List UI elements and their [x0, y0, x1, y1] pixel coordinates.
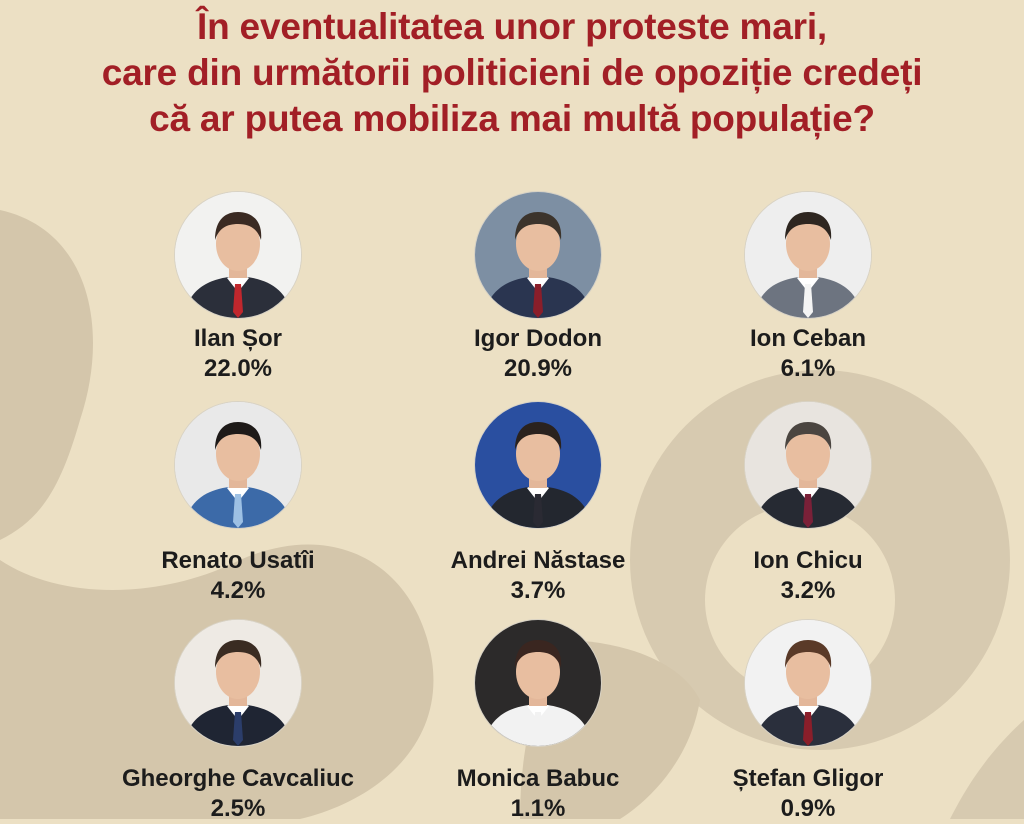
politician-card: Gheorghe Cavcaliuc 2.5% — [108, 620, 368, 824]
politician-name: Gheorghe Cavcaliuc — [121, 765, 355, 792]
politician-name: Ion Chicu — [753, 547, 863, 574]
politician-percent: 22.0% — [203, 355, 273, 382]
politician-card: Ion Ceban 6.1% — [678, 192, 938, 384]
politician-card: Ion Chicu 3.2% — [678, 402, 938, 606]
politician-card: Ilan Șor 22.0% — [108, 192, 368, 384]
page-title: În eventualitatea unor proteste mari, ca… — [0, 4, 1024, 142]
politician-percent: 4.2% — [210, 577, 266, 604]
portrait-photo — [745, 402, 871, 528]
portrait-photo — [175, 192, 301, 318]
politician-name: Renato Usatîi — [161, 547, 315, 574]
politician-percent: 0.9% — [780, 795, 836, 822]
politician-percent: 2.5% — [210, 795, 266, 822]
politician-percent: 6.1% — [780, 355, 836, 382]
portrait-photo — [745, 192, 871, 318]
portrait-photo — [475, 192, 601, 318]
portrait-photo — [175, 402, 301, 528]
politician-percent: 1.1% — [510, 795, 566, 822]
politician-percent: 20.9% — [503, 355, 573, 382]
politician-name: Monica Babuc — [456, 765, 620, 792]
politician-name: Igor Dodon — [474, 325, 602, 352]
portrait-photo — [175, 620, 301, 746]
portrait-photo — [475, 402, 601, 528]
politician-card: Monica Babuc 1.1% — [408, 620, 668, 824]
politician-name: Ion Ceban — [749, 325, 866, 352]
politician-card: Renato Usatîi 4.2% — [108, 402, 368, 606]
portrait-photo — [475, 620, 601, 746]
politician-name: Ilan Șor — [193, 325, 283, 352]
politician-card: Igor Dodon 20.9% — [408, 192, 668, 384]
politician-name: Ștefan Gligor — [732, 765, 884, 792]
politician-card: Andrei Năstase 3.7% — [408, 402, 668, 606]
title-line-1: În eventualitatea unor proteste mari, — [197, 6, 827, 47]
politician-name: Andrei Năstase — [450, 547, 626, 574]
politician-percent: 3.2% — [780, 577, 836, 604]
title-line-3: că ar putea mobiliza mai multă populație… — [149, 98, 875, 139]
politician-percent: 3.7% — [510, 577, 566, 604]
title-line-2: care din următorii politicieni de opoziț… — [101, 52, 923, 93]
politician-card: Ștefan Gligor 0.9% — [678, 620, 938, 824]
portrait-photo — [745, 620, 871, 746]
